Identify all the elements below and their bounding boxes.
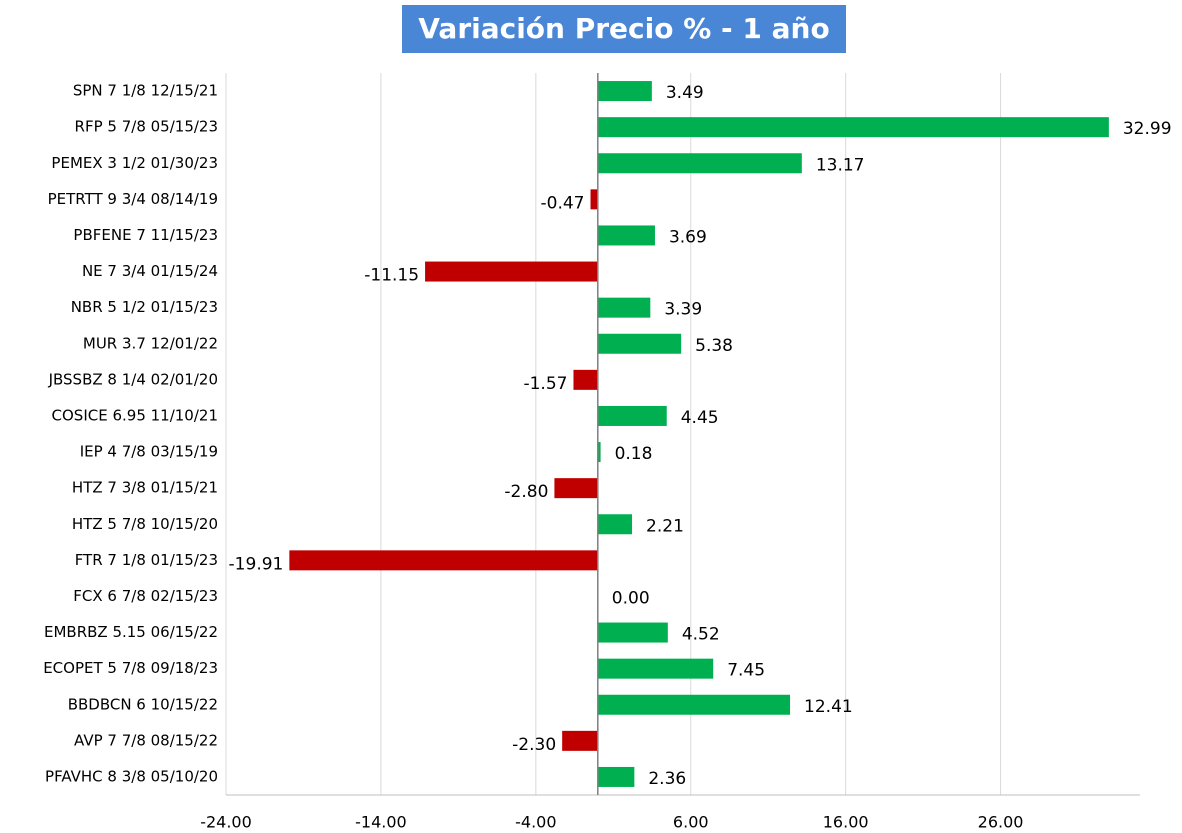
bar [554,478,598,499]
value-label: 4.45 [681,408,719,428]
bar [597,117,1109,138]
bar [562,730,598,751]
value-label: 32.99 [1123,119,1172,139]
x-tick-label: -24.00 [200,813,252,832]
value-label: -2.80 [504,482,548,502]
value-label: 13.17 [816,155,865,175]
value-label: 5.38 [695,336,733,356]
value-label: -11.15 [364,266,419,286]
value-label: 2.36 [648,769,686,789]
y-tick-label: FCX 6 7/8 02/15/23 [73,587,218,605]
bar [597,333,682,354]
bar [597,225,655,246]
bar [590,189,598,210]
value-label: 0.18 [615,444,653,464]
value-label: 2.21 [646,516,684,536]
y-tick-label: NBR 5 1/2 01/15/23 [71,298,218,316]
bar [597,297,651,318]
value-label: -19.91 [229,554,284,574]
y-tick-label: HTZ 5 7/8 10/15/20 [72,515,218,533]
value-label: 7.45 [727,661,765,681]
value-label: 12.41 [804,697,853,717]
y-tick-label: NE 7 3/4 01/15/24 [82,262,218,280]
y-tick-label: PEMEX 3 1/2 01/30/23 [51,154,218,172]
y-tick-label: AVP 7 7/8 08/15/22 [74,731,218,749]
y-tick-label: BBDBCN 6 10/15/22 [68,695,218,713]
x-tick-label: 26.00 [978,813,1024,832]
bar [597,694,791,715]
y-tick-label: RFP 5 7/8 05/15/23 [75,118,218,136]
bar [597,405,667,426]
x-tick-label: 16.00 [823,813,869,832]
bar [573,369,598,390]
y-tick-label: HTZ 7 3/8 01/15/21 [72,479,218,497]
value-label: -1.57 [523,374,567,394]
value-label: 3.69 [669,227,707,247]
x-tick-label: -4.00 [515,813,556,832]
value-label: 3.49 [666,83,704,103]
y-tick-label: PBFENE 7 11/15/23 [73,226,218,244]
y-tick-label: MUR 3.7 12/01/22 [83,334,218,352]
y-tick-label: PETRTT 9 3/4 08/14/19 [48,190,218,208]
chart-title: Variación Precio % - 1 año [418,12,829,45]
x-tick-label: -14.00 [355,813,407,832]
value-label: 0.00 [612,588,650,608]
value-label: 3.39 [664,300,702,320]
y-tick-label: ECOPET 5 7/8 09/18/23 [43,659,218,677]
y-tick-label: FTR 7 1/8 01/15/23 [75,551,218,569]
title-box [402,5,846,53]
y-tick-label: SPN 7 1/8 12/15/21 [73,82,218,100]
y-tick-label: IEP 4 7/8 03/15/19 [80,443,218,461]
value-label: -0.47 [541,193,585,213]
bar [597,442,601,463]
bar [289,550,598,571]
bar [597,514,633,535]
y-tick-label: EMBRBZ 5.15 06/15/22 [44,623,218,641]
bar [597,658,714,679]
bar [597,766,635,787]
bar [597,153,802,174]
y-tick-label: PFAVHC 8 3/8 05/10/20 [45,767,218,785]
bar [597,622,668,643]
y-tick-label: COSICE 6.95 11/10/21 [52,406,218,424]
bar [425,261,598,282]
y-tick-label: JBSSBZ 8 1/4 02/01/20 [48,370,218,388]
value-label: -2.30 [512,735,556,755]
value-label: 4.52 [682,625,720,645]
bar [597,81,652,102]
x-tick-label: 6.00 [673,813,709,832]
